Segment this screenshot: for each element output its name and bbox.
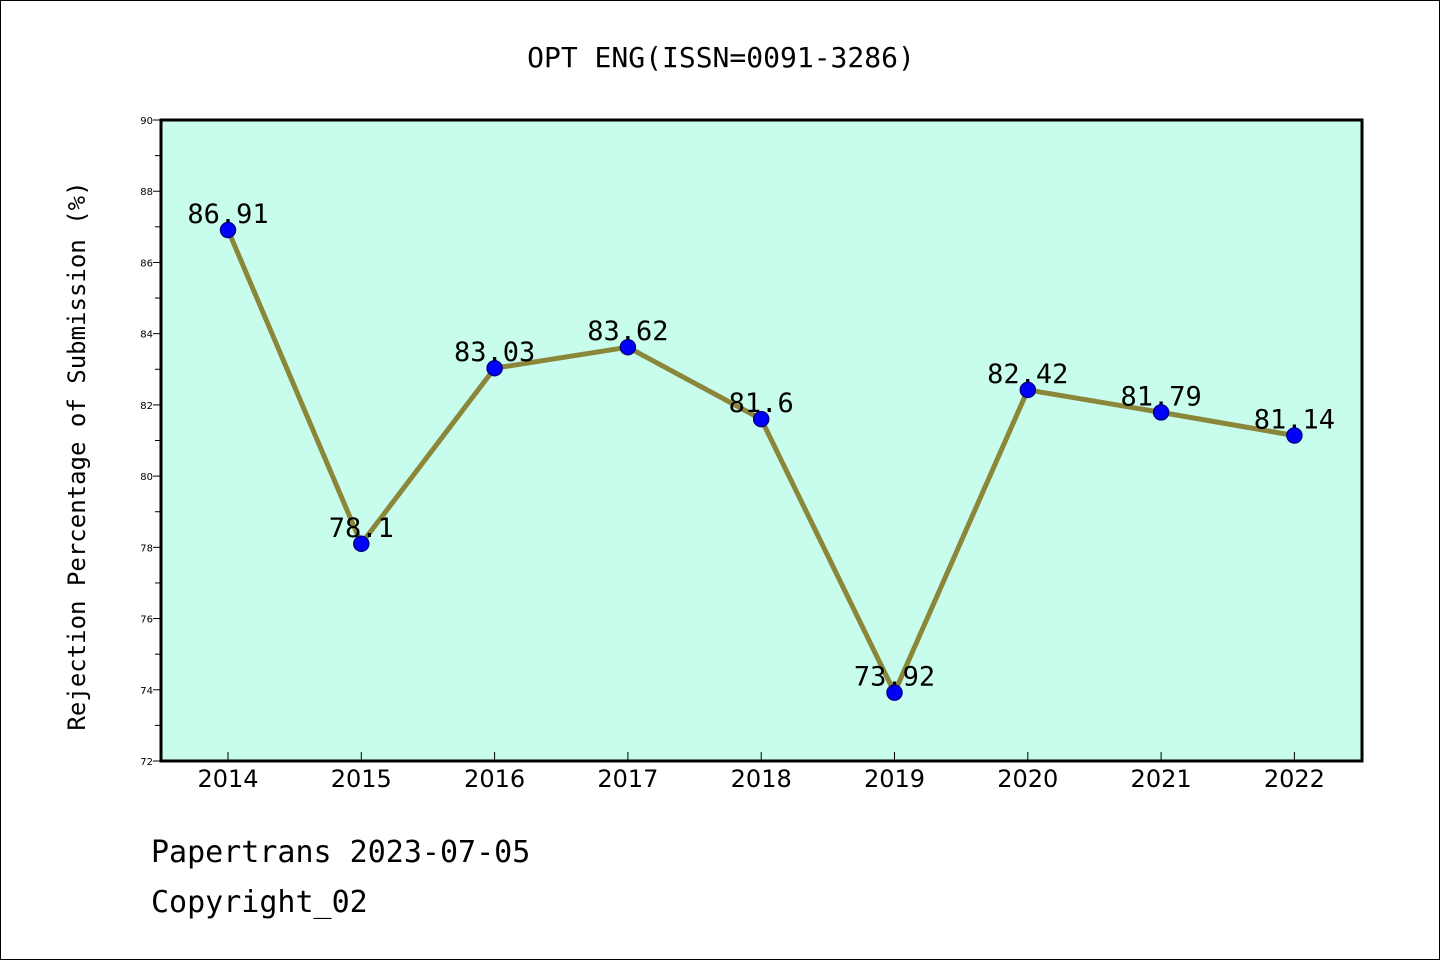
data-labels: 86.9178.183.0383.6281.673.9282.4281.7981… [187,199,1335,693]
x-axis-ticks: 2014 2015 2016 2017 2018 2019 2020 2021 2022 [197,752,1325,793]
footer-date: Papertrans 2023-07-05 [151,835,531,870]
y-tick-label: 84 [140,330,153,341]
y-axis-label: Rejection Percentage of Submission (%) [63,181,91,730]
y-axis-ticks: 72 74 76 78 80 82 84 86 88 90 [140,116,161,768]
x-tick-label: 2020 [997,765,1058,793]
data-point [1152,404,1170,421]
y-tick-label: 76 [140,615,153,626]
data-point [353,535,370,553]
y-tick-label: 90 [140,116,153,127]
x-tick-label: 2017 [597,765,658,793]
y-tick-label: 88 [140,187,153,198]
x-tick-label: 2019 [864,765,925,793]
data-point [619,338,637,356]
data-markers [219,221,1303,701]
data-point [1019,381,1037,399]
plot-area [159,118,1364,763]
x-tick-label: 2016 [464,765,525,793]
data-point [1286,427,1303,444]
y-tick-label: 74 [140,686,153,697]
x-tick-label: 2014 [197,765,258,793]
footer-copyright: Copyright_02 [151,885,368,920]
y-tick-label: 72 [140,757,153,768]
y-tick-label: 82 [140,401,153,412]
y-tick-label: 78 [140,543,153,554]
x-tick-label: 2015 [331,765,392,793]
x-tick-label: 2021 [1131,765,1192,793]
data-point [486,359,503,377]
chart-title: OPT ENG(ISSN=0091-3286) [527,41,915,74]
data-point [752,410,770,428]
x-tick-label: 2018 [731,765,792,793]
data-point [886,684,903,701]
y-tick-label: 86 [140,258,153,269]
y-tick-label: 80 [140,472,153,483]
data-point [219,221,237,239]
x-tick-label: 2022 [1264,765,1325,793]
